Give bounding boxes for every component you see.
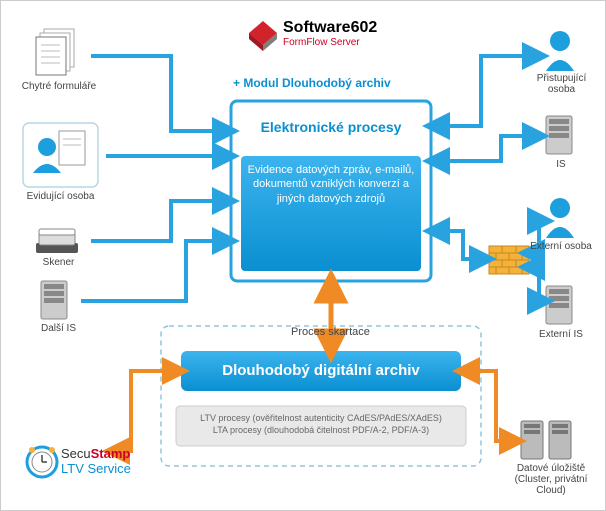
label-dalsi-is: Další IS — [31, 323, 86, 334]
ltv-lines: LTV procesy (ověřitelnost autenticity CA… — [176, 413, 466, 436]
archive-title: Dlouhodobý digitální archiv — [181, 362, 461, 379]
label-evidujici: Evidující osoba — [23, 191, 98, 202]
proces-skartace-label: Proces skartace — [291, 326, 370, 338]
server-icon-left — [41, 281, 67, 319]
label-chytre-formulare: Chytré formuláře — [19, 81, 99, 92]
firewall-icon — [489, 246, 529, 274]
label-skener: Skener — [31, 257, 86, 268]
person-icon-2 — [546, 198, 574, 238]
server-icon-ext — [546, 286, 572, 324]
scanner-icon — [36, 229, 78, 253]
center-body: Evidence datových zpráv, e-mailů, dokume… — [245, 163, 417, 206]
server-icon-is — [546, 116, 572, 154]
label-datove: Datové úložiště (Cluster, privátní Cloud… — [501, 463, 601, 496]
label-pristupujici: Přistupující osoba — [529, 73, 594, 95]
label-externi-is: Externí IS — [531, 329, 591, 340]
label-externi-osoba: Externí osoba — [526, 241, 596, 252]
doc-stack-icon — [36, 29, 74, 75]
label-is: IS — [541, 159, 581, 170]
brand-title: Software602 FormFlow Server — [283, 19, 377, 48]
secustamp-label: SecuStamp LTV Service — [61, 446, 131, 476]
module-text: + Modul Dlouhodobý archiv — [233, 76, 391, 90]
center-title: Elektronické procesy — [231, 119, 431, 135]
clock-icon — [27, 447, 57, 477]
person-icon-1 — [546, 31, 574, 71]
person-doc-icon — [33, 131, 85, 173]
storage-servers-icon — [521, 421, 571, 459]
